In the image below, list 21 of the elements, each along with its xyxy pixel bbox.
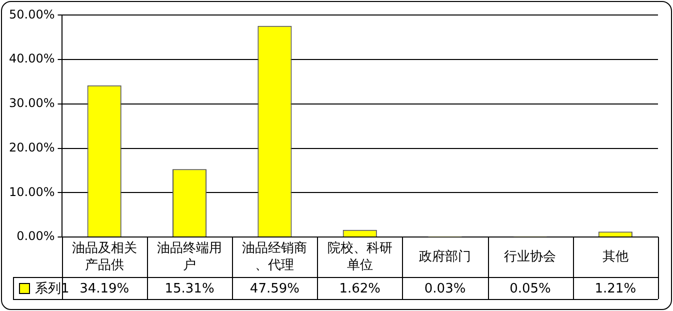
x-tick-label: 油品经销商、代理 — [242, 240, 308, 273]
y-tick-label: 50.00% — [8, 7, 55, 22]
legend-label: 系列1 — [35, 281, 70, 296]
y-tick-label: 40.00% — [8, 52, 55, 66]
y-tick-label: 30.00% — [8, 96, 55, 110]
data-label: 0.05% — [510, 281, 551, 296]
x-tick-label: 行业协会 — [504, 249, 556, 264]
data-label: 47.59% — [250, 281, 300, 296]
x-tick-label: 油品终端用户 — [157, 240, 222, 273]
x-tick-label: 政府部门 — [419, 248, 472, 264]
y-tick-label: 10.00% — [8, 184, 55, 199]
data-label: 0.03% — [424, 281, 466, 296]
x-tick-label: 其他 — [602, 249, 628, 264]
data-label: 1.62% — [339, 281, 381, 296]
y-tick-label: 20.00% — [8, 140, 55, 154]
data-label: 1.21% — [594, 281, 636, 296]
x-tick-label: 油品及相关产品供 — [72, 240, 137, 273]
x-tick-label: 院校、科研单位 — [327, 240, 392, 273]
data-label: 34.19% — [80, 281, 130, 296]
y-tick-label: 0.00% — [16, 229, 55, 244]
data-label: 15.31% — [164, 281, 214, 296]
